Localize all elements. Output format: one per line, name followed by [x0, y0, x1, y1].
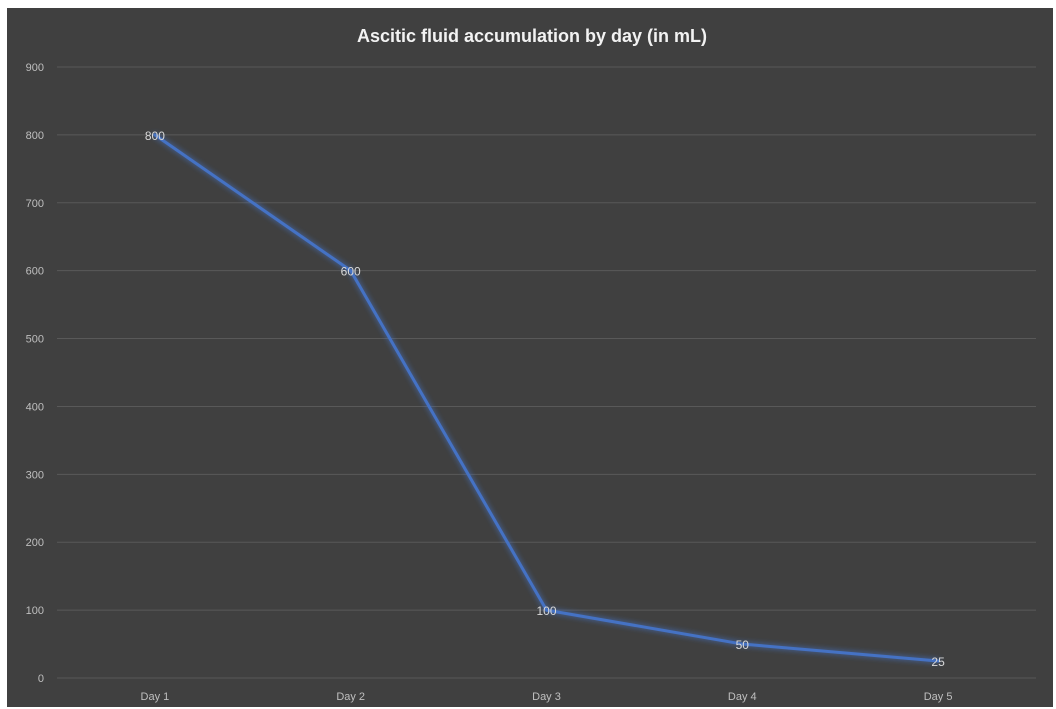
y-tick-label: 500: [26, 334, 44, 346]
data-point: [545, 608, 548, 612]
data-label: 100: [536, 604, 556, 618]
y-axis-ticks: 0 100 200 300 400 500 600 700 800 900: [26, 62, 44, 685]
data-label: 800: [145, 129, 165, 143]
chart-title: Ascitic fluid accumulation by day (in mL…: [357, 26, 707, 46]
x-tick-label: Day 2: [336, 691, 365, 703]
data-label: 50: [736, 638, 750, 652]
data-label: 25: [931, 655, 945, 669]
x-tick-label: Day 1: [141, 691, 170, 703]
y-tick-label: 700: [26, 198, 44, 210]
series-line-path: [153, 133, 940, 663]
data-point: [349, 269, 353, 273]
data-point: [153, 133, 157, 137]
data-label: 600: [341, 265, 361, 279]
gridlines: [57, 66, 1036, 679]
y-tick-label: 600: [26, 266, 44, 278]
y-tick-label: 400: [26, 401, 44, 413]
chart-area: [7, 8, 1053, 707]
y-tick-label: 300: [26, 469, 44, 481]
y-tick-label: 200: [26, 537, 44, 549]
x-tick-label: Day 4: [728, 691, 757, 703]
y-tick-label: 900: [26, 62, 44, 74]
y-tick-label: 0: [38, 673, 44, 685]
x-axis-ticks: Day 1 Day 2 Day 3 Day 4 Day 5: [141, 691, 953, 703]
x-tick-label: Day 5: [924, 691, 953, 703]
x-tick-label: Day 3: [532, 691, 561, 703]
data-labels: 800 600 100 50 25: [145, 129, 945, 669]
data-point: [936, 659, 940, 663]
series-line: [153, 133, 940, 663]
y-tick-label: 100: [26, 605, 44, 617]
y-tick-label: 800: [26, 130, 44, 142]
data-point: [740, 642, 744, 646]
